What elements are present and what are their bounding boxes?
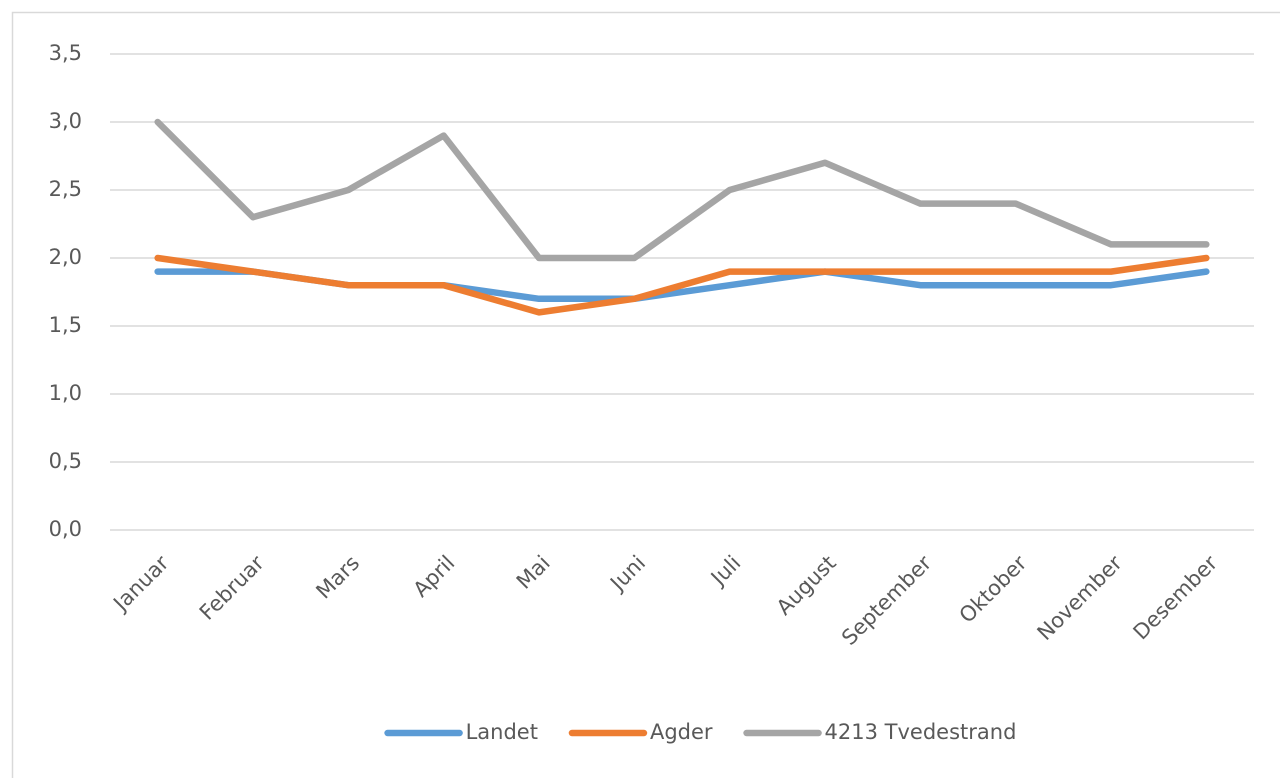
y-tick-label: 3,5	[49, 41, 82, 65]
legend-label: Landet	[466, 720, 538, 744]
y-tick-label: 3,0	[49, 109, 82, 133]
series-line	[154, 254, 1210, 316]
y-tick-label: 0,0	[49, 517, 82, 541]
y-tick-label: 0,5	[49, 449, 82, 473]
y-tick-label: 2,5	[49, 177, 82, 201]
y-tick-label: 1,0	[49, 381, 82, 405]
legend-label: Agder	[650, 720, 713, 744]
y-tick-label: 2,0	[49, 245, 82, 269]
chart-frame	[11, 11, 1280, 778]
legend-label: 4213 Tvedestrand	[825, 720, 1017, 744]
y-tick-label: 1,5	[49, 313, 82, 337]
series-line	[154, 118, 1210, 262]
